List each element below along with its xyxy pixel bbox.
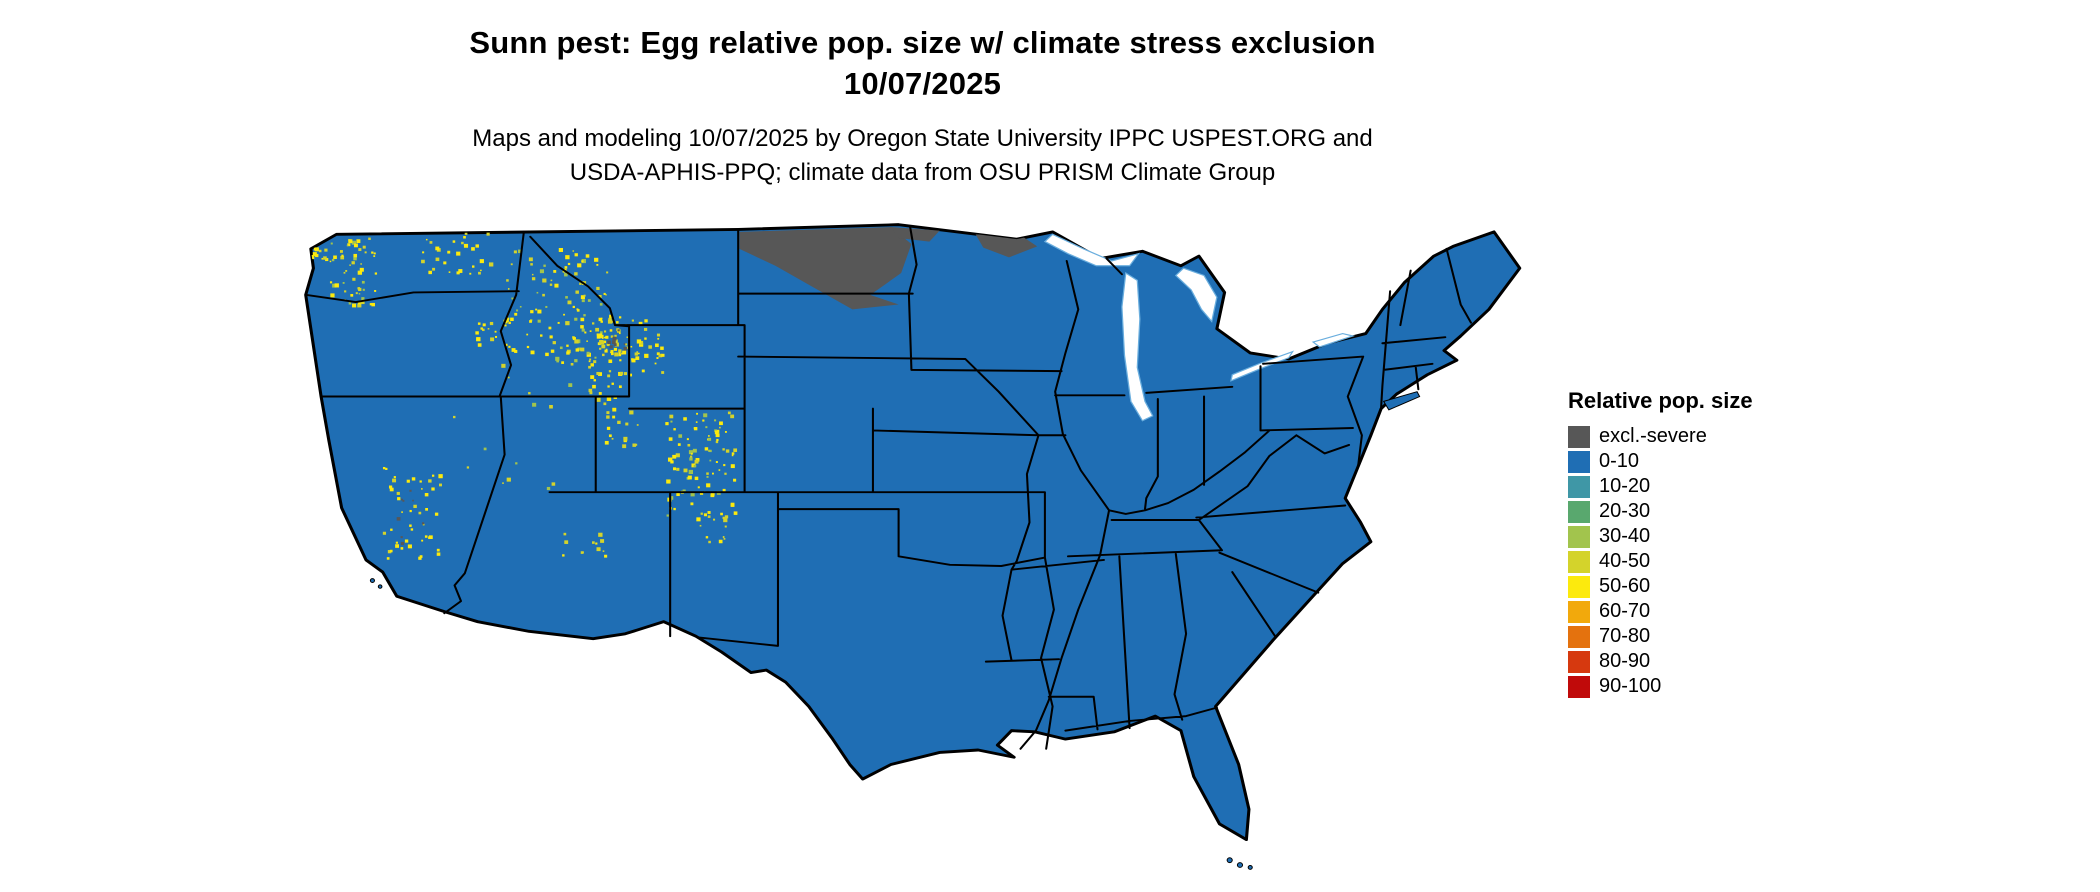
florida-keys [1247,865,1253,870]
legend-label: 30-40 [1599,525,1651,547]
legend-label: 20-30 [1599,500,1651,522]
figure-subtitle: Maps and modeling 10/07/2025 by Oregon S… [0,122,1845,190]
legend-row: 0-10 [1568,449,1753,474]
us-landmass [304,223,1522,842]
legend-swatch [1568,650,1590,673]
florida-keys [1236,862,1244,868]
coastal-islands [369,391,1421,870]
figure-title-line2: 10/07/2025 [843,66,1002,101]
lake-ontario [1311,332,1356,348]
legend-swatch [1568,575,1590,598]
legend-swatch [1568,475,1590,498]
legend-row: 50-60 [1568,574,1753,599]
long-island [1382,391,1421,411]
legend-items: excl.-severe 0-10 10-20 20-30 30-40 40-50 50-6… [1568,424,1753,699]
legend-swatch [1568,550,1590,573]
excluded-region-north-dakota [739,227,912,310]
great-lakes [1043,233,1356,422]
legend-row: 60-70 [1568,599,1753,624]
us-map [304,223,1522,870]
channel-islands [369,578,376,583]
elevated-population-speckles [309,232,738,560]
legend-label: 70-80 [1599,625,1651,647]
legend-label: 80-90 [1599,650,1651,672]
excluded-region-border-strip [890,227,940,242]
legend-label: excl.-severe [1599,425,1707,447]
legend-label: 60-70 [1599,600,1651,622]
figure-title-line1: Sunn pest: Egg relative pop. size w/ cli… [469,25,1376,60]
excluded-region-severe [739,227,1038,310]
legend-swatch [1568,500,1590,523]
state-borders [304,226,1472,750]
legend-row: 40-50 [1568,549,1753,574]
legend-swatch [1568,425,1590,448]
legend-row: 80-90 [1568,649,1753,674]
legend-label: 0-10 [1599,450,1640,472]
legend-swatch [1568,450,1590,473]
legend-swatch [1568,525,1590,548]
legend-label: 90-100 [1599,675,1662,697]
legend-row: 20-30 [1568,499,1753,524]
legend-row: 30-40 [1568,524,1753,549]
legend-swatch [1568,675,1590,698]
florida-keys [1226,857,1233,864]
channel-islands [377,584,383,589]
legend-label: 10-20 [1599,475,1651,497]
legend-label: 50-60 [1599,575,1651,597]
figure-subtitle-line2: USDA-APHIS-PPQ; climate data from OSU PR… [569,159,1276,186]
legend: Relative pop. size excl.-severe 0-10 10-20… [1568,388,1753,699]
legend-swatch [1568,625,1590,648]
figure-title: Sunn pest: Egg relative pop. size w/ cli… [0,22,1845,104]
excluded-region-northern-minnesota [975,234,1038,258]
lake-huron [1174,267,1218,323]
legend-row: 90-100 [1568,674,1753,699]
legend-title: Relative pop. size [1568,388,1753,413]
legend-row: 70-80 [1568,624,1753,649]
legend-row: 10-20 [1568,474,1753,499]
legend-swatch [1568,600,1590,623]
legend-row: excl.-severe [1568,424,1753,449]
lake-michigan [1121,271,1154,422]
lake-superior [1043,233,1141,267]
figure-subtitle-line1: Maps and modeling 10/07/2025 by Oregon S… [472,125,1373,152]
legend-label: 40-50 [1599,550,1651,572]
